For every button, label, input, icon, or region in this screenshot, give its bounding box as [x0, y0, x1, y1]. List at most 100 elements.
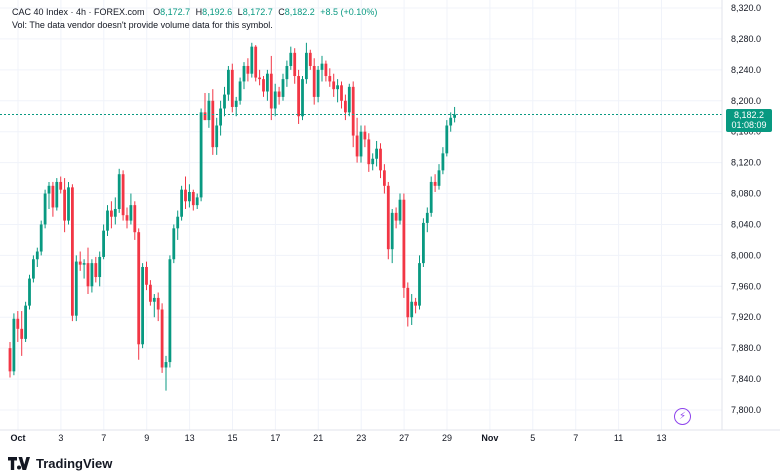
- candle-body: [281, 79, 285, 97]
- x-tick-label: 13: [185, 433, 195, 443]
- y-tick-label: 7,920.0: [731, 312, 761, 322]
- candle-body: [223, 94, 226, 109]
- candle-body: [379, 148, 382, 171]
- candle-body: [402, 199, 406, 288]
- candle-body: [199, 112, 203, 198]
- candle-body: [86, 263, 90, 287]
- candle-body: [355, 135, 359, 157]
- x-tick-label: 17: [270, 433, 280, 443]
- candle-body: [141, 266, 144, 345]
- candle-body: [277, 91, 281, 97]
- candle-body: [371, 158, 375, 165]
- candle-body: [332, 81, 336, 90]
- candle-body: [406, 287, 410, 318]
- candle-body: [55, 181, 59, 208]
- candle-body: [43, 193, 47, 225]
- candle-body: [106, 210, 109, 231]
- y-tick-label: 7,840.0: [731, 374, 761, 384]
- candle-body: [16, 318, 20, 329]
- candle-body: [289, 52, 293, 66]
- candle-body: [74, 261, 78, 316]
- candle-body: [258, 77, 261, 80]
- y-tick-label: 8,280.0: [731, 34, 761, 44]
- symbol-title[interactable]: CAC 40 Index · 4h · FOREX.com: [12, 7, 145, 17]
- y-tick-label: 8,120.0: [731, 158, 761, 168]
- candle-body: [273, 91, 277, 109]
- low-label: L: [237, 7, 243, 17]
- candle-body: [227, 69, 230, 95]
- x-tick-label: 9: [144, 433, 149, 443]
- candle-body: [152, 297, 156, 302]
- x-tick-label: Oct: [10, 433, 25, 443]
- candle-body: [316, 69, 320, 97]
- candle-body: [433, 181, 437, 186]
- candle-body: [94, 263, 98, 278]
- candle-body: [63, 189, 66, 221]
- candle-body: [262, 79, 265, 92]
- candle-body: [32, 259, 35, 279]
- y-tick-label: 8,080.0: [731, 189, 761, 199]
- candle-body: [180, 189, 183, 217]
- candle-body: [340, 85, 343, 101]
- low-value: 8,172.7: [242, 7, 273, 17]
- candle-body: [347, 86, 351, 113]
- candle-body: [308, 52, 312, 66]
- candle-body: [324, 63, 328, 77]
- candle-body: [102, 230, 105, 257]
- x-tick-label: 7: [573, 433, 578, 443]
- candle-body: [59, 181, 63, 190]
- candle-body: [238, 81, 242, 101]
- open-value: 8,172.7: [160, 7, 191, 17]
- brand-name: TradingView: [36, 456, 113, 471]
- candle-body: [121, 174, 125, 216]
- x-tick-label: 11: [614, 433, 623, 443]
- candle-body: [344, 100, 347, 113]
- price-axis[interactable]: 7,800.0 7,840.0 7,880.0 7,920.0 7,960.0 8,000…: [731, 3, 761, 415]
- candle-body: [383, 170, 386, 186]
- candle-body: [47, 185, 51, 194]
- candle-body: [441, 153, 445, 171]
- candle-body: [250, 46, 254, 74]
- x-tick-label: 7: [101, 433, 106, 443]
- high-label: H: [195, 7, 203, 17]
- candle-body: [367, 139, 371, 165]
- y-tick-label: 8,000.0: [731, 250, 761, 260]
- candle-body: [129, 205, 133, 221]
- close-value: 8,182.2: [284, 7, 315, 17]
- volume-note: Vol: The data vendor doesn't provide vol…: [12, 20, 273, 30]
- candle-body: [125, 215, 129, 221]
- candle-body: [351, 86, 355, 136]
- candle-body: [234, 100, 238, 107]
- candle-body: [67, 187, 70, 221]
- candle-body: [82, 263, 86, 265]
- candle-body: [219, 108, 222, 126]
- y-tick-label: 8,040.0: [731, 219, 761, 229]
- candle-body: [328, 76, 332, 82]
- candle-body: [188, 191, 191, 202]
- tradingview-logo[interactable]: TradingView: [8, 456, 112, 471]
- candle-body: [24, 305, 27, 339]
- candle-body: [398, 199, 402, 221]
- x-tick-label: 15: [227, 433, 237, 443]
- x-tick-label: 3: [58, 433, 63, 443]
- candle-body: [269, 73, 273, 109]
- y-tick-label: 8,320.0: [731, 3, 761, 13]
- candle-body: [168, 259, 172, 363]
- lightning-icon[interactable]: ⚡: [674, 408, 691, 425]
- candle-body: [176, 216, 180, 229]
- candle-body: [363, 131, 367, 140]
- candle-body: [35, 251, 39, 260]
- candle-body: [445, 125, 449, 154]
- y-tick-label: 7,880.0: [731, 343, 761, 353]
- candle-body: [160, 309, 164, 368]
- candle-body: [156, 297, 160, 310]
- candle-body: [8, 348, 12, 372]
- time-axis[interactable]: Oct 3 7 9 13 15 17 21 23 27 29 Nov 5 7 11 13: [10, 433, 666, 443]
- candle-body: [184, 189, 187, 202]
- candle-body: [110, 210, 113, 217]
- bar-countdown: 01:08:09: [731, 120, 767, 130]
- candle-body: [336, 85, 339, 90]
- candle-body: [394, 212, 398, 221]
- candle-body: [230, 69, 234, 107]
